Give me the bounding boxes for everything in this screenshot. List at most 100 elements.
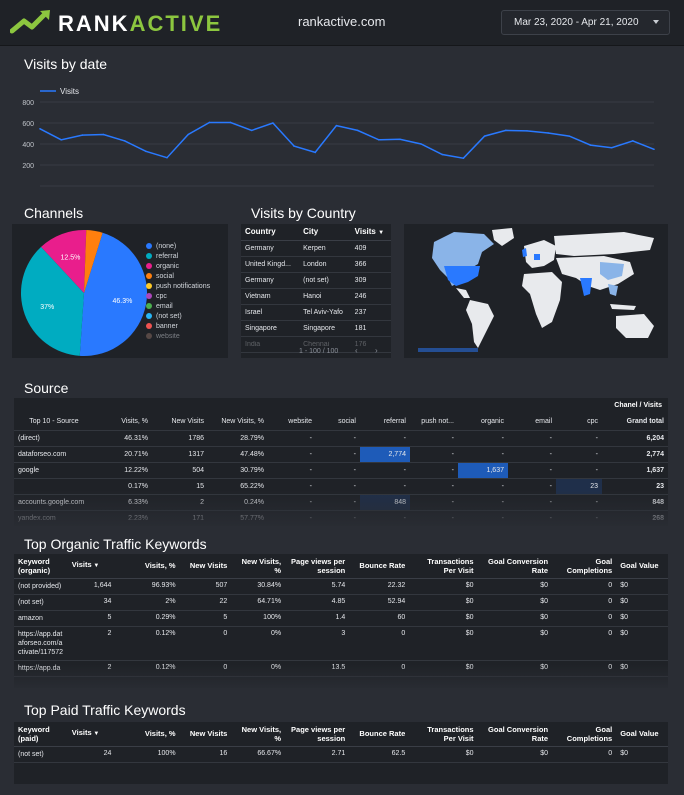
table-row[interactable]: google 12.22% 504 30.79% - - - -1,637- -1,637 [14, 462, 668, 479]
col-visits[interactable]: Visits, % [115, 722, 180, 747]
visits-point[interactable] [377, 139, 380, 141]
col-visits[interactable]: Visits, % [94, 414, 152, 431]
col-goal-completions[interactable]: Goal Completions [552, 554, 617, 579]
pie-slice-none[interactable] [79, 232, 148, 357]
visits-point[interactable] [166, 156, 168, 159]
table-row[interactable]: amazon 5 0.29% 5 100% 1.4 60 $0 $0 0 $0 [14, 610, 668, 627]
col-top-10-source[interactable]: Top 10 - Source [14, 414, 94, 431]
col-country[interactable]: Country [241, 224, 300, 241]
col-social[interactable]: social [316, 414, 360, 431]
col-email[interactable]: email [508, 414, 556, 431]
col-page-views-per-session[interactable]: Page views per session [285, 554, 350, 579]
col-keyword-organic[interactable]: Keyword (organic) [14, 554, 68, 579]
table-row[interactable]: 0.17% 15 65.22% - - - - - -23 23 [14, 478, 668, 495]
table-row[interactable]: United Kingd... London 366 [241, 256, 391, 273]
pie-slice-referral[interactable] [20, 246, 85, 356]
visits-point[interactable] [314, 151, 317, 154]
col-page-views-per-session[interactable]: Page views per session [285, 722, 350, 747]
col-bounce-rate[interactable]: Bounce Rate [349, 722, 410, 747]
col-new-visits[interactable]: New Visits, % [231, 722, 286, 747]
table-row[interactable]: yandex.com 2.23% 171 57.77% - - - - - - -268 [14, 510, 668, 526]
visits-point[interactable] [145, 150, 147, 153]
col-goal-conversion-rate[interactable]: Goal Conversion Rate [477, 722, 553, 747]
col-website[interactable]: website [268, 414, 316, 431]
col-goal-completions[interactable]: Goal Completions [552, 722, 617, 747]
legend-item-banner[interactable]: banner [146, 322, 210, 332]
visits-point[interactable] [81, 134, 84, 136]
col-city[interactable]: City [299, 224, 351, 241]
next-page-icon[interactable]: › [375, 346, 378, 355]
visits-point[interactable] [123, 140, 126, 142]
table-row[interactable]: (not set) 34 2% 22 64.71% 4.85 52.94 $0 $0 0 $0 [14, 594, 668, 611]
visits-point[interactable] [589, 144, 592, 146]
visits-point[interactable] [356, 129, 359, 132]
col-visits[interactable]: Visits, % [115, 554, 180, 579]
table-row[interactable]: Vietnam Hanoi 246 [241, 288, 391, 305]
col-referral[interactable]: referral [360, 414, 410, 431]
visits-point[interactable] [632, 140, 634, 142]
visits-point[interactable] [504, 129, 507, 132]
col-organic[interactable]: organic [458, 414, 508, 431]
table-row[interactable]: (direct) 46.31% 1786 28.79% - - - - - - -6,204 [14, 430, 668, 447]
table-row[interactable]: https://app.da 2 0.12% 0 0% 13.5 0 $0 $0 0 $0 [14, 660, 668, 677]
legend-item-email[interactable]: email [146, 302, 210, 312]
legend-item-cpc[interactable]: cpc [146, 292, 210, 302]
visits-point[interactable] [272, 122, 274, 124]
visits-point[interactable] [208, 121, 211, 124]
visits-point[interactable] [420, 143, 422, 145]
legend-item-not-set[interactable]: (not set) [146, 312, 210, 322]
table-row[interactable]: (not provided) 1,644 96.93% 507 30.84% 5.74 22… [14, 578, 668, 595]
date-range-picker[interactable]: Mar 23, 2020 - Apr 21, 2020 [501, 10, 670, 35]
legend-item-website[interactable]: website [146, 332, 210, 342]
col-visits[interactable]: Visits ▼ [67, 554, 116, 579]
col-keyword-paid[interactable]: Keyword (paid) [14, 722, 68, 747]
col-visits[interactable]: Visits ▼ [350, 224, 391, 241]
col-new-visits[interactable]: New Visits, % [208, 414, 268, 431]
col-new-visits[interactable]: New Visits [152, 414, 208, 431]
table-row[interactable]: Singapore Singapore 181 [241, 320, 391, 337]
legend-item-organic[interactable]: organic [146, 262, 210, 272]
visits-point[interactable] [39, 127, 41, 130]
legend-item-referral[interactable]: referral [146, 252, 210, 262]
col-new-visits[interactable]: New Visits [179, 554, 232, 579]
pie-slice-social[interactable] [84, 230, 103, 293]
col-goal-value[interactable]: Goal Value [616, 554, 668, 579]
col-grand-total[interactable]: Grand total [602, 414, 668, 431]
table-row[interactable]: accounts.google.com 6.33% 2 0.24% - -848- - - -8… [14, 494, 668, 511]
table-row[interactable]: Israel Tel Aviv-Yafo 237 [241, 304, 391, 321]
col-new-visits[interactable]: New Visits, % [231, 554, 286, 579]
col-goal-value[interactable]: Goal Value [616, 722, 668, 747]
prev-page-icon[interactable]: ‹ [355, 346, 358, 355]
col-new-visits[interactable]: New Visits [179, 722, 232, 747]
visits-point[interactable] [568, 135, 571, 137]
visits-point[interactable] [250, 129, 253, 132]
legend-item-none[interactable]: (none) [146, 242, 210, 252]
table-row[interactable]: Germany Kerpen 409 [241, 240, 391, 257]
visits-point[interactable] [441, 153, 444, 156]
table-row[interactable]: (not set) 24 100% 16 66.67% 2.71 62.5 $0 $0 0 $0 [14, 746, 668, 763]
legend-item-social[interactable]: social [146, 272, 210, 282]
visits-point[interactable] [610, 146, 613, 149]
table-row[interactable]: India Chennai 176 [241, 336, 391, 353]
visits-point[interactable] [187, 133, 190, 136]
visits-point[interactable] [102, 133, 105, 136]
visits-point[interactable] [229, 121, 232, 124]
table-row[interactable]: Germany (not set) 309 [241, 272, 391, 289]
visits-point[interactable] [547, 132, 549, 134]
col-transactions-per-visit[interactable]: Transactions Per Visit [409, 722, 478, 747]
visits-point[interactable] [462, 157, 465, 159]
visits-point[interactable] [399, 138, 401, 141]
col-push-not[interactable]: push not... [410, 414, 458, 431]
col-goal-conversion-rate[interactable]: Goal Conversion Rate [477, 554, 553, 579]
visits-point[interactable] [483, 135, 486, 137]
visits-point[interactable] [653, 148, 655, 151]
visits-point[interactable] [335, 124, 338, 127]
table-row[interactable]: dataforseo.com 20.71% 1317 47.48% - -2,774- - -… [14, 446, 668, 463]
table-row[interactable]: https://app.dataforseo.com/activate/1175… [14, 626, 668, 661]
legend-item-push-notifications[interactable]: push notifications [146, 282, 210, 292]
visits-point[interactable] [293, 145, 295, 147]
visits-point[interactable] [526, 130, 528, 132]
col-transactions-per-visit[interactable]: Transactions Per Visit [409, 554, 478, 579]
visits-point[interactable] [60, 139, 62, 141]
col-bounce-rate[interactable]: Bounce Rate [349, 554, 410, 579]
